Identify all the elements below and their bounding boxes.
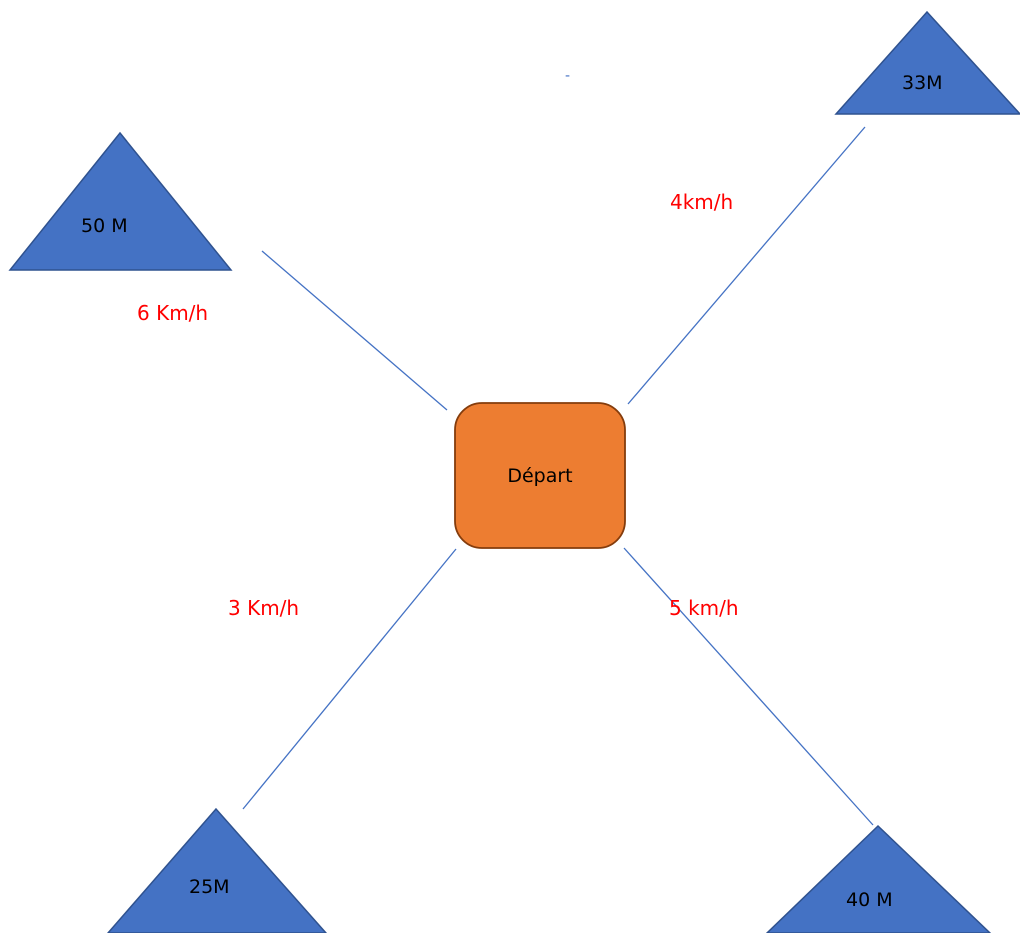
connector-bottom-left xyxy=(242,548,457,810)
destination-triangle-bottom-left xyxy=(107,807,328,933)
start-label: Départ xyxy=(507,465,572,487)
connector-top-right xyxy=(627,126,866,405)
connector-top-left xyxy=(261,250,448,411)
destination-label-top-right: 33M xyxy=(902,72,943,94)
connector-bottom-right xyxy=(623,547,874,826)
destination-label-bottom-left: 25M xyxy=(189,876,230,898)
destination-label-top-left: 50 M xyxy=(81,215,128,237)
speed-label-top-right: 4km/h xyxy=(670,190,733,214)
start-box xyxy=(454,402,626,549)
destination-triangle-top-right xyxy=(834,10,1020,115)
destination-triangle-bottom-right xyxy=(765,824,992,933)
destination-triangle-top-left xyxy=(8,131,233,271)
speed-label-top-left: 6 Km/h xyxy=(137,301,208,325)
stray-mark: - xyxy=(565,68,570,84)
speed-label-bottom-right: 5 km/h xyxy=(669,596,739,620)
destination-label-bottom-right: 40 M xyxy=(846,889,893,911)
speed-label-bottom-left: 3 Km/h xyxy=(228,596,299,620)
